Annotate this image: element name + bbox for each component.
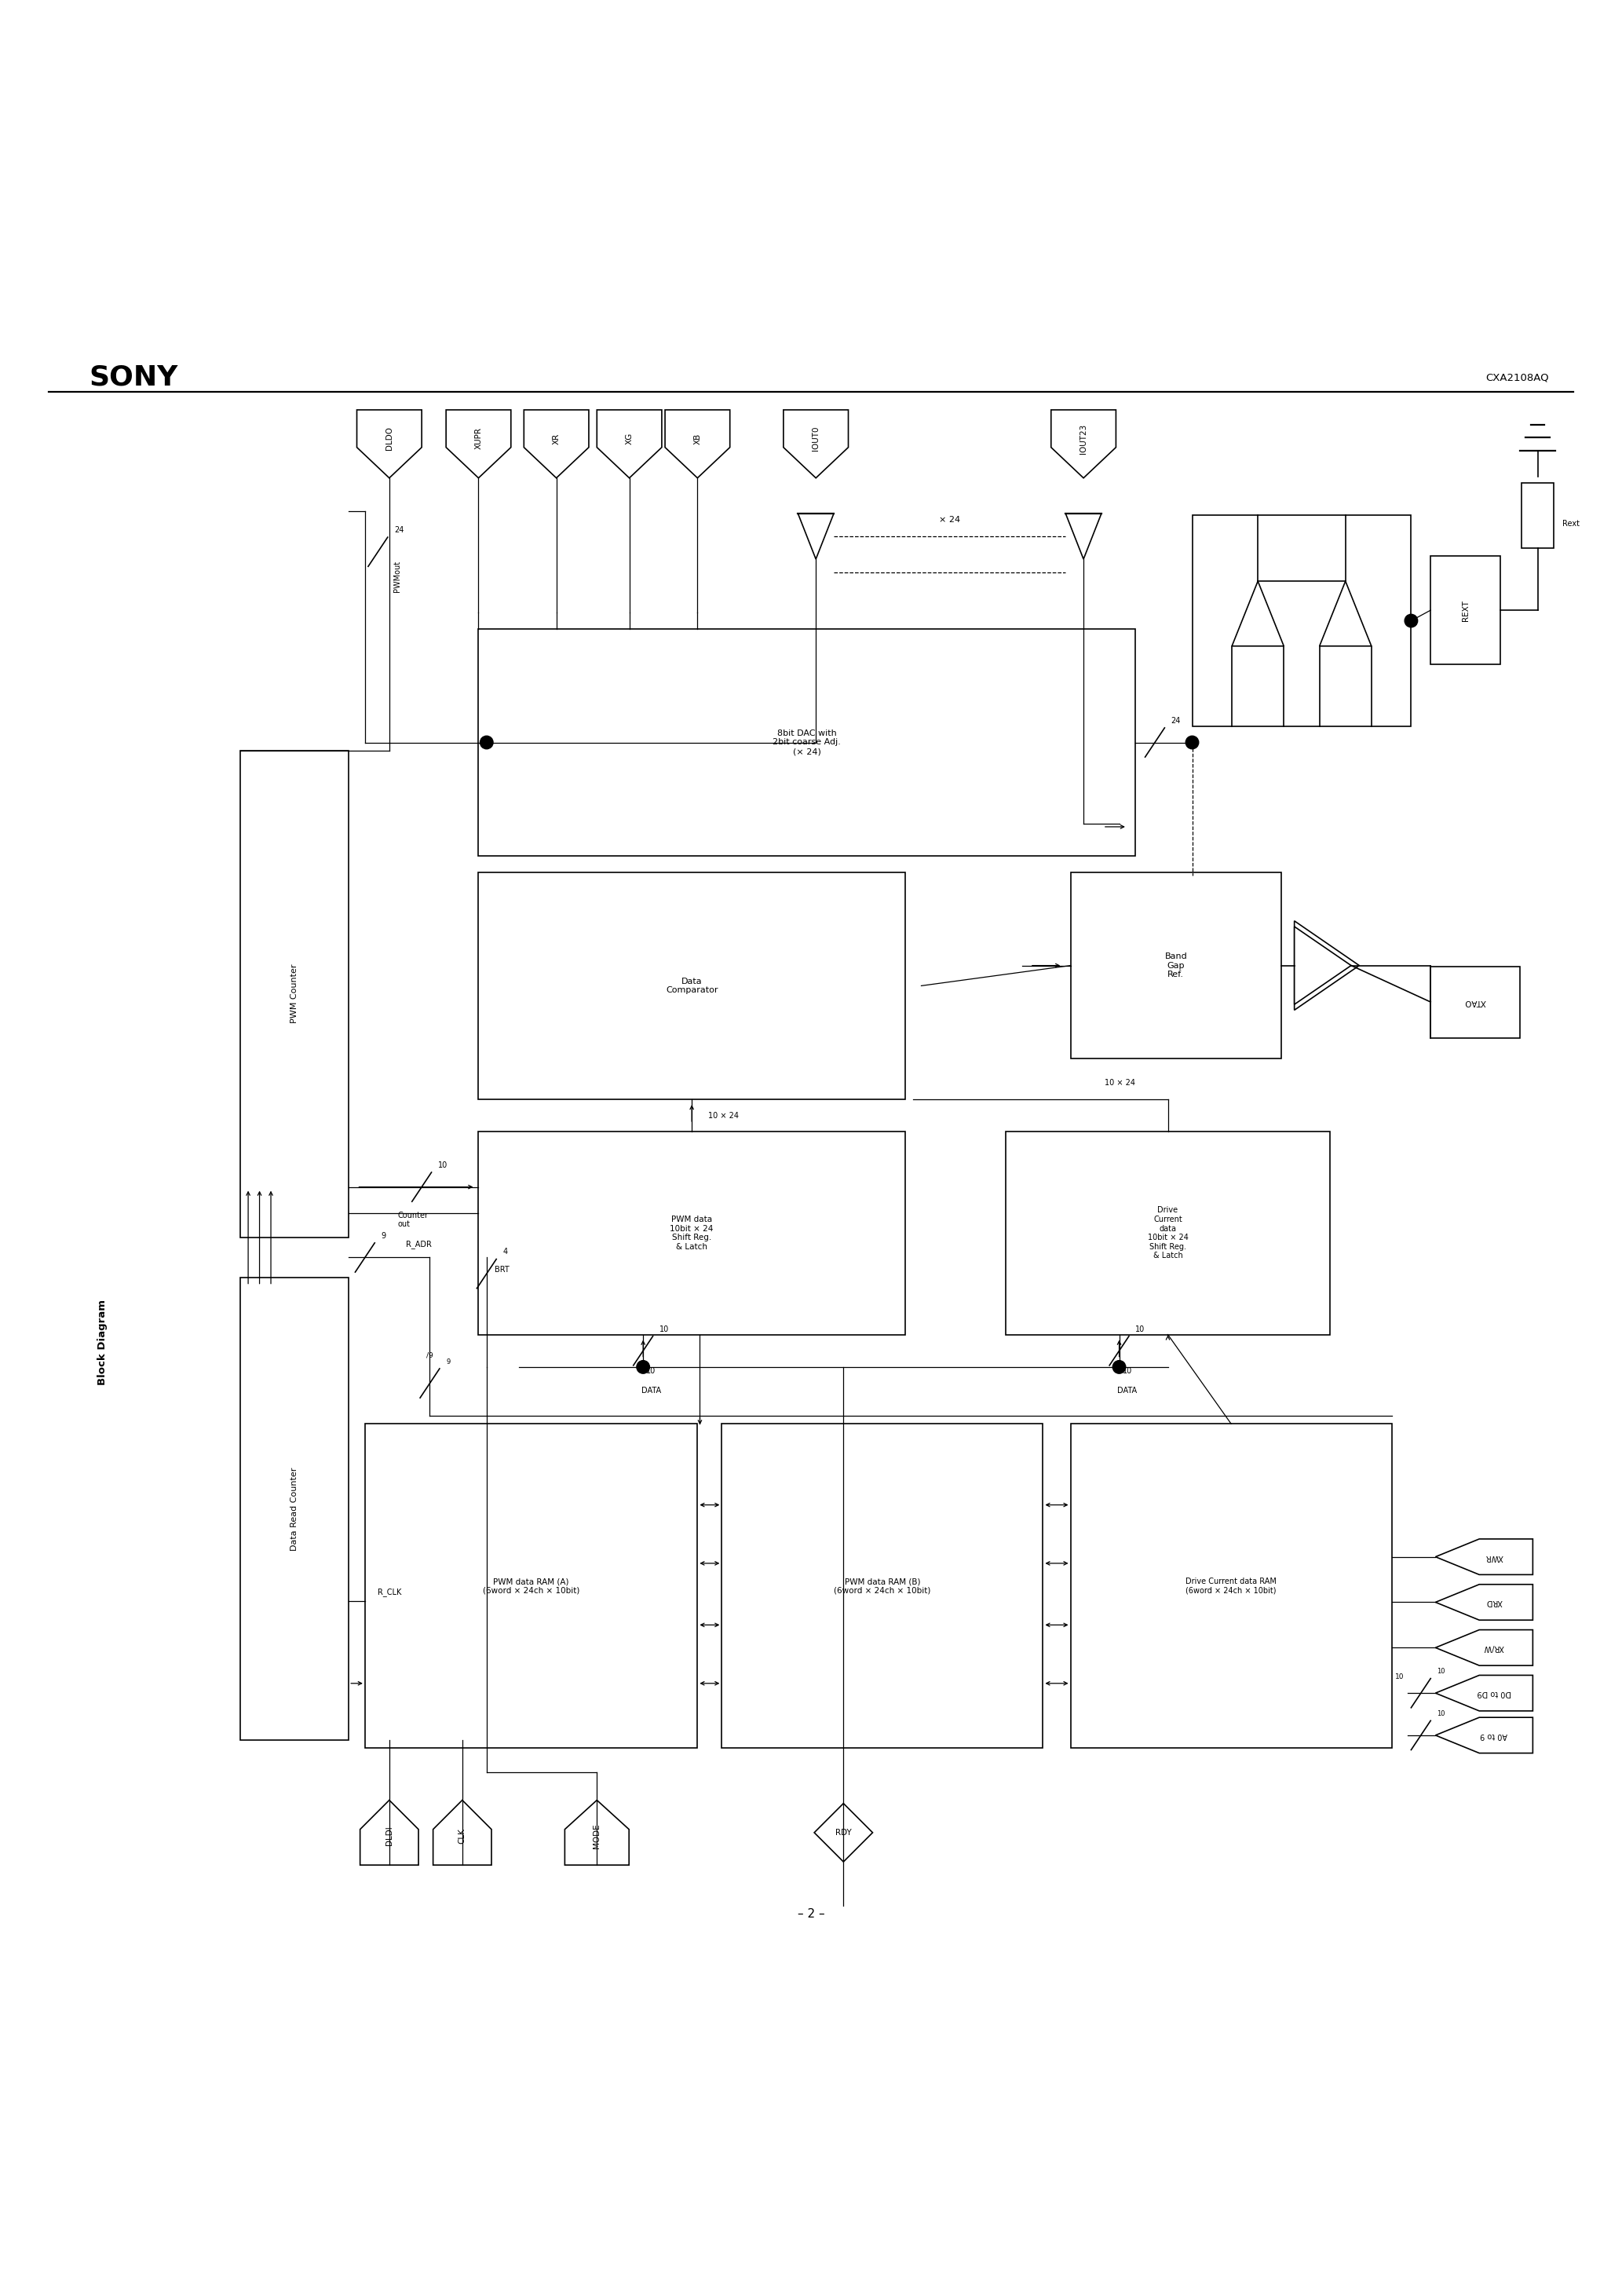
Polygon shape — [597, 411, 662, 478]
Text: DATA: DATA — [641, 1387, 662, 1394]
Text: Data
Comparator: Data Comparator — [665, 978, 719, 994]
Text: 10 × 24: 10 × 24 — [707, 1111, 738, 1120]
Text: XTAO: XTAO — [1465, 999, 1486, 1006]
Circle shape — [1405, 615, 1418, 627]
Text: Band
Gap
Ref.: Band Gap Ref. — [1165, 953, 1187, 978]
Text: – 2 –: – 2 – — [798, 1908, 824, 1919]
Polygon shape — [433, 1800, 491, 1864]
Text: REXT: REXT — [1461, 599, 1470, 620]
Text: 10: 10 — [1135, 1325, 1145, 1334]
Text: PWM data RAM (B)
(6word × 24ch × 10bit): PWM data RAM (B) (6word × 24ch × 10bit) — [834, 1577, 931, 1593]
Text: R_ADR: R_ADR — [406, 1240, 431, 1249]
Polygon shape — [1435, 1676, 1533, 1711]
Bar — [1431, 967, 1520, 1038]
Text: 10: 10 — [1122, 1366, 1132, 1375]
Text: A0 to 9: A0 to 9 — [1481, 1731, 1507, 1738]
Circle shape — [636, 1362, 649, 1373]
Text: 10: 10 — [1395, 1674, 1405, 1681]
Polygon shape — [1051, 411, 1116, 478]
Polygon shape — [524, 411, 589, 478]
Text: XWR: XWR — [1484, 1552, 1504, 1561]
Text: XR: XR — [553, 434, 560, 443]
Polygon shape — [1294, 928, 1351, 1003]
Text: BRT: BRT — [495, 1265, 509, 1274]
Text: 9: 9 — [446, 1359, 451, 1366]
Polygon shape — [357, 411, 422, 478]
Polygon shape — [1066, 514, 1101, 560]
Text: PWM Counter: PWM Counter — [290, 964, 298, 1024]
Polygon shape — [783, 411, 848, 478]
Text: IOUT23: IOUT23 — [1080, 422, 1087, 455]
Text: 24: 24 — [1171, 716, 1181, 726]
Polygon shape — [814, 1802, 873, 1862]
Text: × 24: × 24 — [939, 517, 960, 523]
Bar — [478, 1132, 905, 1334]
Bar — [722, 1424, 1043, 1747]
Bar — [478, 629, 1135, 856]
Circle shape — [480, 737, 493, 748]
Polygon shape — [1435, 1538, 1533, 1575]
Bar — [1431, 556, 1500, 664]
Text: 9: 9 — [381, 1233, 386, 1240]
Polygon shape — [665, 411, 730, 478]
Polygon shape — [1320, 581, 1372, 645]
Text: PWMout: PWMout — [394, 560, 401, 592]
Polygon shape — [798, 514, 834, 560]
Bar — [1071, 1424, 1392, 1747]
Bar — [1006, 1132, 1330, 1334]
Text: R_CLK: R_CLK — [378, 1587, 402, 1596]
Text: 10: 10 — [659, 1325, 668, 1334]
Text: DLDI: DLDI — [386, 1825, 393, 1846]
Text: PWM data RAM (A)
(6word × 24ch × 10bit): PWM data RAM (A) (6word × 24ch × 10bit) — [483, 1577, 579, 1593]
Text: Block Diagram: Block Diagram — [97, 1300, 107, 1384]
Text: 10: 10 — [647, 1366, 655, 1375]
Bar — [365, 1424, 697, 1747]
Bar — [240, 1279, 349, 1740]
Polygon shape — [1435, 1584, 1533, 1621]
Text: CXA2108AQ: CXA2108AQ — [1486, 372, 1549, 383]
Circle shape — [1186, 737, 1199, 748]
Text: /9: /9 — [427, 1352, 433, 1359]
Text: 8bit DAC with
2bit coarse Adj.
(× 24): 8bit DAC with 2bit coarse Adj. (× 24) — [772, 730, 842, 755]
Polygon shape — [1233, 581, 1285, 645]
Polygon shape — [564, 1800, 629, 1864]
Text: MODE: MODE — [594, 1823, 600, 1848]
Circle shape — [1113, 1362, 1126, 1373]
Polygon shape — [360, 1800, 418, 1864]
Text: DATA: DATA — [1118, 1387, 1137, 1394]
Text: Counter
out: Counter out — [397, 1212, 428, 1228]
Text: Rext: Rext — [1562, 519, 1580, 528]
Polygon shape — [1294, 921, 1359, 1010]
Text: Drive Current data RAM
(6word × 24ch × 10bit): Drive Current data RAM (6word × 24ch × 1… — [1186, 1577, 1277, 1593]
Text: IOUT0: IOUT0 — [813, 427, 819, 450]
Text: XRD: XRD — [1486, 1598, 1502, 1607]
Bar — [1521, 482, 1554, 549]
Text: 10 × 24: 10 × 24 — [1105, 1079, 1135, 1086]
Text: RDY: RDY — [835, 1828, 852, 1837]
Text: 10: 10 — [1437, 1669, 1445, 1676]
Text: Data Read Counter: Data Read Counter — [290, 1467, 298, 1550]
Text: 10: 10 — [438, 1162, 448, 1169]
Text: SONY: SONY — [89, 365, 178, 390]
Polygon shape — [1435, 1717, 1533, 1754]
Text: CLK: CLK — [459, 1828, 466, 1844]
Bar — [240, 751, 349, 1238]
Text: Drive
Current
data
10bit × 24
Shift Reg.
& Latch: Drive Current data 10bit × 24 Shift Reg.… — [1147, 1205, 1189, 1261]
Text: XUPR: XUPR — [475, 427, 482, 450]
Bar — [1192, 514, 1411, 726]
Text: 4: 4 — [503, 1249, 508, 1256]
Polygon shape — [1435, 1630, 1533, 1665]
Text: XG: XG — [626, 432, 633, 445]
Text: 10: 10 — [1437, 1711, 1445, 1717]
Text: XB: XB — [694, 434, 701, 443]
Polygon shape — [446, 411, 511, 478]
Text: DLDO: DLDO — [386, 427, 393, 450]
Text: XR/W: XR/W — [1484, 1644, 1504, 1651]
Text: PWM data
10bit × 24
Shift Reg.
& Latch: PWM data 10bit × 24 Shift Reg. & Latch — [670, 1215, 714, 1251]
Bar — [1071, 872, 1281, 1058]
Text: D0 to D9: D0 to D9 — [1476, 1690, 1512, 1697]
Bar — [478, 872, 905, 1100]
Text: 24: 24 — [394, 526, 404, 535]
